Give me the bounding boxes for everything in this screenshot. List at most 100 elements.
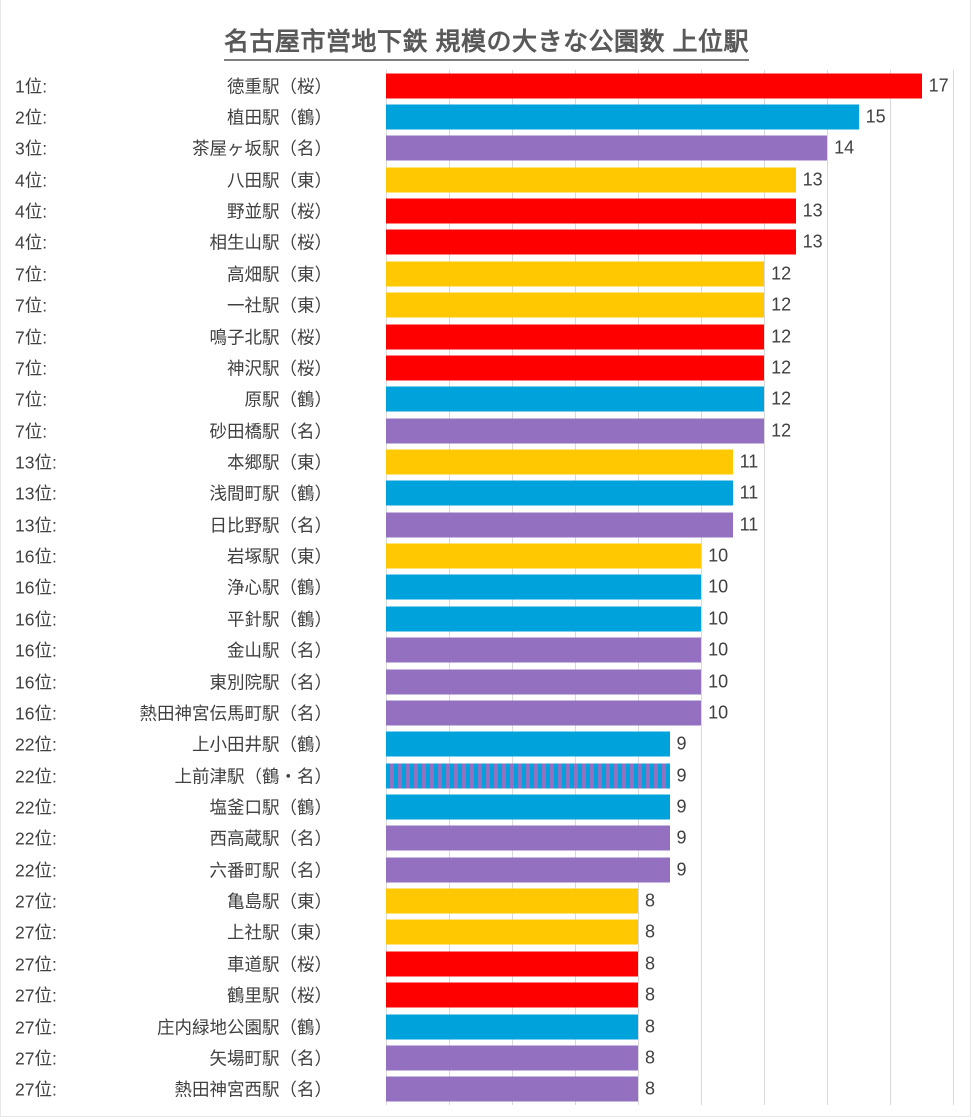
bar-value-label: 12 <box>771 357 792 378</box>
row-rank-label: 16位: <box>15 703 57 724</box>
row-rank-label: 2位: <box>15 107 48 128</box>
bar-row: 13位: 日比野駅（名） 11 <box>1 509 971 540</box>
bar[interactable] <box>386 606 702 632</box>
bar-row: 27位: 矢場町駅（名） 8 <box>1 1042 971 1073</box>
bar-row: 27位: 庄内緑地公園駅（鶴） 8 <box>1 1011 971 1042</box>
bar-row: 16位: 平針駅（鶴） 10 <box>1 603 971 634</box>
bar[interactable] <box>386 73 922 99</box>
bar-row: 22位: 六番町駅（名） 9 <box>1 854 971 885</box>
bar-row: 27位: 上社駅（東） 8 <box>1 917 971 948</box>
bar-value-label: 8 <box>645 1016 656 1037</box>
chart-title-text: 名古屋市営地下鉄 規模の大きな公園数 上位駅 <box>224 28 749 61</box>
row-category-label: 東別院駅（名） <box>209 672 333 693</box>
bar[interactable] <box>386 324 765 350</box>
bar[interactable] <box>386 857 670 883</box>
bar-value-label: 12 <box>771 326 792 347</box>
bar[interactable] <box>386 1045 639 1071</box>
bar[interactable] <box>386 135 828 161</box>
bar-value-label: 11 <box>739 451 759 472</box>
bar[interactable] <box>386 543 702 569</box>
bar-row: 7位: 一社駅（東） 12 <box>1 290 971 321</box>
bar[interactable] <box>386 480 733 506</box>
bar[interactable] <box>386 888 639 914</box>
bar-row: 16位: 岩塚駅（東） 10 <box>1 540 971 571</box>
bar[interactable] <box>386 1014 639 1040</box>
bar-value-label: 8 <box>645 984 656 1005</box>
bar[interactable] <box>386 982 639 1008</box>
row-rank-label: 16位: <box>15 577 57 598</box>
bar-value-label: 13 <box>802 200 823 221</box>
row-category-label: 上小田井駅（鶴） <box>192 734 332 755</box>
bar[interactable] <box>386 104 859 130</box>
row-rank-label: 16位: <box>15 672 57 693</box>
row-rank-label: 22位: <box>15 860 57 881</box>
bar[interactable] <box>386 261 765 287</box>
bar[interactable] <box>386 794 670 820</box>
row-category-label: 熱田神宮伝馬町駅（名） <box>139 703 333 724</box>
row-category-label: 亀島駅（東） <box>227 891 332 912</box>
bar-value-label: 8 <box>645 890 656 911</box>
bar-row: 7位: 鳴子北駅（桜） 12 <box>1 321 971 352</box>
bar-row: 22位: 上小田井駅（鶴） 9 <box>1 729 971 760</box>
row-rank-label: 27位: <box>15 1079 57 1100</box>
row-rank-label: 22位: <box>15 828 57 849</box>
row-rank-label: 7位: <box>15 358 48 379</box>
bar[interactable] <box>386 198 796 224</box>
row-category-label: 原駅（鶴） <box>244 389 333 410</box>
row-category-label: 庄内緑地公園駅（鶴） <box>157 1017 332 1038</box>
bar[interactable] <box>386 825 670 851</box>
bar[interactable] <box>386 292 765 318</box>
row-category-label: 高畑駅（東） <box>227 264 332 285</box>
row-rank-label: 4位: <box>15 170 48 191</box>
bar-row: 2位: 植田駅（鶴） 15 <box>1 101 971 132</box>
row-category-label: 平針駅（鶴） <box>227 609 332 630</box>
row-category-label: 六番町駅（名） <box>209 860 333 881</box>
bar[interactable] <box>386 763 670 789</box>
bar-row: 13位: 浅間町駅（鶴） 11 <box>1 478 971 509</box>
row-category-label: 徳重駅（桜） <box>227 76 332 97</box>
bar[interactable] <box>386 418 765 444</box>
bar[interactable] <box>386 700 702 726</box>
bar[interactable] <box>386 731 670 757</box>
row-category-label: 西高蔵駅（名） <box>209 828 333 849</box>
bar-value-label: 13 <box>802 169 823 190</box>
bar-row: 13位: 本郷駅（東） 11 <box>1 446 971 477</box>
row-rank-label: 7位: <box>15 389 48 410</box>
bar-row: 16位: 東別院駅（名） 10 <box>1 666 971 697</box>
bar-row: 22位: 西高蔵駅（名） 9 <box>1 823 971 854</box>
bar[interactable] <box>386 669 702 695</box>
row-rank-label: 13位: <box>15 483 57 504</box>
row-rank-label: 16位: <box>15 640 57 661</box>
bar[interactable] <box>386 449 733 475</box>
bar[interactable] <box>386 386 765 412</box>
bar-row: 4位: 八田駅（東） 13 <box>1 164 971 195</box>
bar-row: 1位: 徳重駅（桜） 17 <box>1 70 971 101</box>
bar-value-label: 11 <box>739 514 759 535</box>
bar-row: 4位: 相生山駅（桜） 13 <box>1 227 971 258</box>
bar-value-label: 11 <box>739 482 759 503</box>
row-rank-label: 13位: <box>15 515 57 536</box>
row-category-label: 金山駅（名） <box>227 640 332 661</box>
bar-row: 7位: 神沢駅（桜） 12 <box>1 352 971 383</box>
bar[interactable] <box>386 167 796 193</box>
bar[interactable] <box>386 637 702 663</box>
bar-value-label: 9 <box>676 827 687 848</box>
bar[interactable] <box>386 355 765 381</box>
bar-row: 27位: 亀島駅（東） 8 <box>1 885 971 916</box>
bar[interactable] <box>386 512 733 538</box>
bar[interactable] <box>386 919 639 945</box>
row-category-label: 浅間町駅（鶴） <box>209 483 333 504</box>
row-category-label: 熱田神宮西駅（名） <box>174 1079 333 1100</box>
row-rank-label: 7位: <box>15 295 48 316</box>
row-category-label: 植田駅（鶴） <box>227 107 332 128</box>
row-category-label: 鳴子北駅（桜） <box>209 327 333 348</box>
bar[interactable] <box>386 951 639 977</box>
bar-row: 7位: 砂田橋駅（名） 12 <box>1 415 971 446</box>
row-category-label: 茶屋ヶ坂駅（名） <box>192 138 332 159</box>
row-rank-label: 22位: <box>15 766 57 787</box>
bar-row: 27位: 熱田神宮西駅（名） 8 <box>1 1074 971 1105</box>
bar[interactable] <box>386 574 702 600</box>
bar[interactable] <box>386 1076 639 1102</box>
bar[interactable] <box>386 229 796 255</box>
